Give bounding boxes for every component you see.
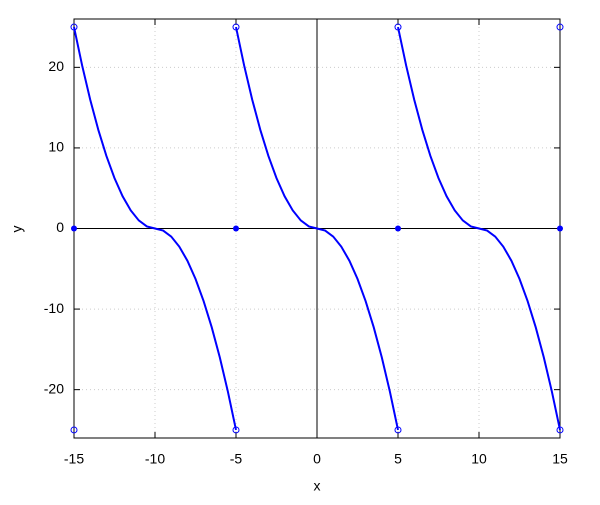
y-tick-label: 10	[48, 139, 64, 155]
filled-point	[395, 225, 401, 232]
x-tick-label: 5	[394, 451, 402, 467]
x-tick-label: 15	[552, 451, 568, 467]
open-point	[70, 426, 78, 434]
open-point	[232, 426, 240, 434]
filled-point	[557, 225, 563, 232]
open-point	[556, 426, 564, 434]
y-tick-label: -20	[44, 380, 64, 396]
open-point	[232, 23, 240, 31]
y-axis-label: y	[9, 226, 25, 233]
x-axis-label: x	[314, 478, 321, 494]
open-point	[394, 23, 402, 31]
curve	[235, 26, 399, 431]
x-tick-label: -5	[230, 451, 243, 467]
open-point	[556, 23, 564, 31]
x-tick-label: 10	[471, 451, 487, 467]
filled-point	[233, 225, 239, 232]
curve	[73, 26, 237, 431]
filled-point	[71, 225, 77, 232]
x-tick-label: -15	[64, 451, 84, 467]
x-tick-label: 0	[313, 451, 321, 467]
y-tick-label: 0	[56, 219, 64, 235]
x-tick-label: -10	[145, 451, 165, 467]
y-tick-label: -10	[44, 300, 64, 316]
curve	[397, 26, 561, 431]
open-point	[394, 426, 402, 434]
open-point	[70, 23, 78, 31]
y-tick-label: 20	[48, 58, 64, 74]
